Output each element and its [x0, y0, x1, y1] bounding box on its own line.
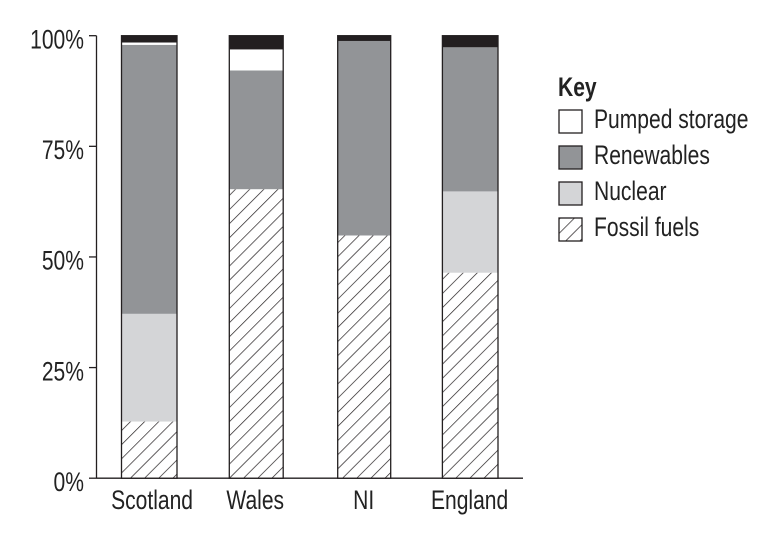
svg-text:Key: Key	[558, 73, 597, 103]
svg-text:50%: 50%	[42, 246, 84, 276]
svg-text:Scotland: Scotland	[111, 486, 193, 516]
svg-text:England: England	[431, 486, 508, 516]
svg-text:Renewables: Renewables	[594, 141, 710, 171]
svg-text:100%: 100%	[30, 25, 84, 55]
svg-text:Nuclear: Nuclear	[594, 177, 667, 207]
svg-text:Pumped storage: Pumped storage	[594, 105, 748, 135]
svg-text:75%: 75%	[42, 136, 84, 166]
svg-text:Wales: Wales	[226, 486, 284, 516]
svg-text:Fossil fuels: Fossil fuels	[594, 213, 699, 243]
svg-text:25%: 25%	[42, 357, 84, 387]
svg-text:0%: 0%	[54, 468, 84, 498]
svg-text:NI: NI	[353, 486, 374, 516]
